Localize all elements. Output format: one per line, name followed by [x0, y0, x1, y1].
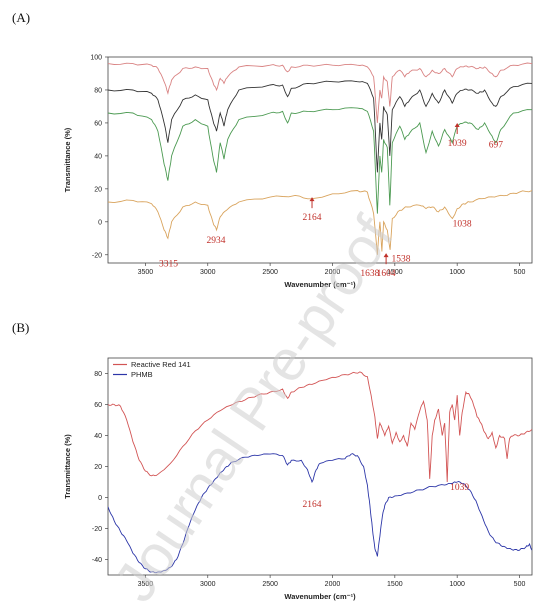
annotation-arrow-head [309, 197, 315, 202]
watermark-text: Journal Pre-proof [102, 204, 407, 604]
annotation-label: 1604 [377, 269, 396, 279]
x-tick-label: 2500 [262, 581, 278, 588]
y-axis-title: Transmittance (%) [63, 434, 72, 499]
y-tick-label: 60 [94, 120, 102, 127]
x-tick-label: 2000 [325, 269, 341, 276]
series-line-2 [108, 80, 532, 173]
x-tick-label: 2500 [262, 269, 278, 276]
series-line-1 [108, 62, 532, 123]
y-axis-title: Transmittance (%) [63, 127, 72, 192]
y-tick-label: 20 [94, 186, 102, 193]
x-tick-label: 1000 [449, 581, 465, 588]
annotation-label: 1039 [450, 483, 469, 493]
chart-panel-a: 3500 3000 2500 2000 1500 1000 500 -20 0 20 40 60 80 1… [63, 55, 533, 289]
y-tick-label: 100 [90, 55, 102, 62]
y-tick-label: 0 [98, 495, 102, 502]
y-tick-label: 20 [94, 464, 102, 471]
plot-frame [107, 56, 533, 264]
annotation-arrow-head [454, 122, 460, 127]
y-tick-label: 80 [94, 371, 102, 378]
annotation-label: 3315 [159, 259, 178, 269]
annotation-label: 2934 [206, 236, 225, 246]
series-line-reactive-red-141 [108, 371, 532, 483]
series-line-phmb [108, 453, 532, 574]
y-tick-label: 80 [94, 87, 102, 94]
x-tick-label: 1500 [387, 269, 403, 276]
annotation-label: 1638 [360, 269, 379, 279]
annotation-label: 1038 [453, 220, 472, 230]
annotation-label: 1039 [448, 139, 467, 149]
x-tick-label: 3000 [200, 581, 216, 588]
legend-entry: Reactive Red 141 [131, 360, 191, 369]
legend-entry: PHMB [131, 370, 153, 379]
series-line-4 [108, 190, 532, 255]
x-tick-label: 1000 [449, 269, 465, 276]
y-tick-label: -20 [92, 526, 102, 533]
annotation-label: 1538 [392, 254, 411, 264]
x-tick-label: 500 [514, 269, 526, 276]
panel-label-a: (A) [12, 10, 31, 25]
annotation-arrow-head [383, 253, 389, 258]
x-tick-label: 3500 [138, 269, 154, 276]
y-tick-label: 40 [94, 153, 102, 160]
panel-label-b: (B) [12, 320, 30, 335]
x-axis-title: Wavenumber (cm⁻¹) [284, 280, 356, 289]
x-tick-label: 500 [514, 581, 526, 588]
y-tick-label: -20 [92, 252, 102, 259]
annotation-label: 2164 [303, 213, 322, 223]
y-tick-label: 0 [98, 219, 102, 226]
series-line-3 [108, 107, 532, 214]
y-tick-label: 40 [94, 433, 102, 440]
annotation-label: 2164 [303, 500, 322, 510]
chart-panel-b: 3500 3000 2500 2000 1500 1000 500 -40 -20 0 20 40 60… [63, 357, 533, 601]
y-tick-label: 60 [94, 402, 102, 409]
x-tick-label: 3500 [138, 581, 154, 588]
y-tick-label: -40 [92, 557, 102, 564]
annotation-label: 697 [489, 141, 504, 151]
x-tick-label: 3000 [200, 269, 216, 276]
x-tick-label: 2000 [325, 581, 341, 588]
x-axis-title: Wavenumber (cm⁻¹) [284, 592, 356, 601]
x-tick-label: 1500 [387, 581, 403, 588]
